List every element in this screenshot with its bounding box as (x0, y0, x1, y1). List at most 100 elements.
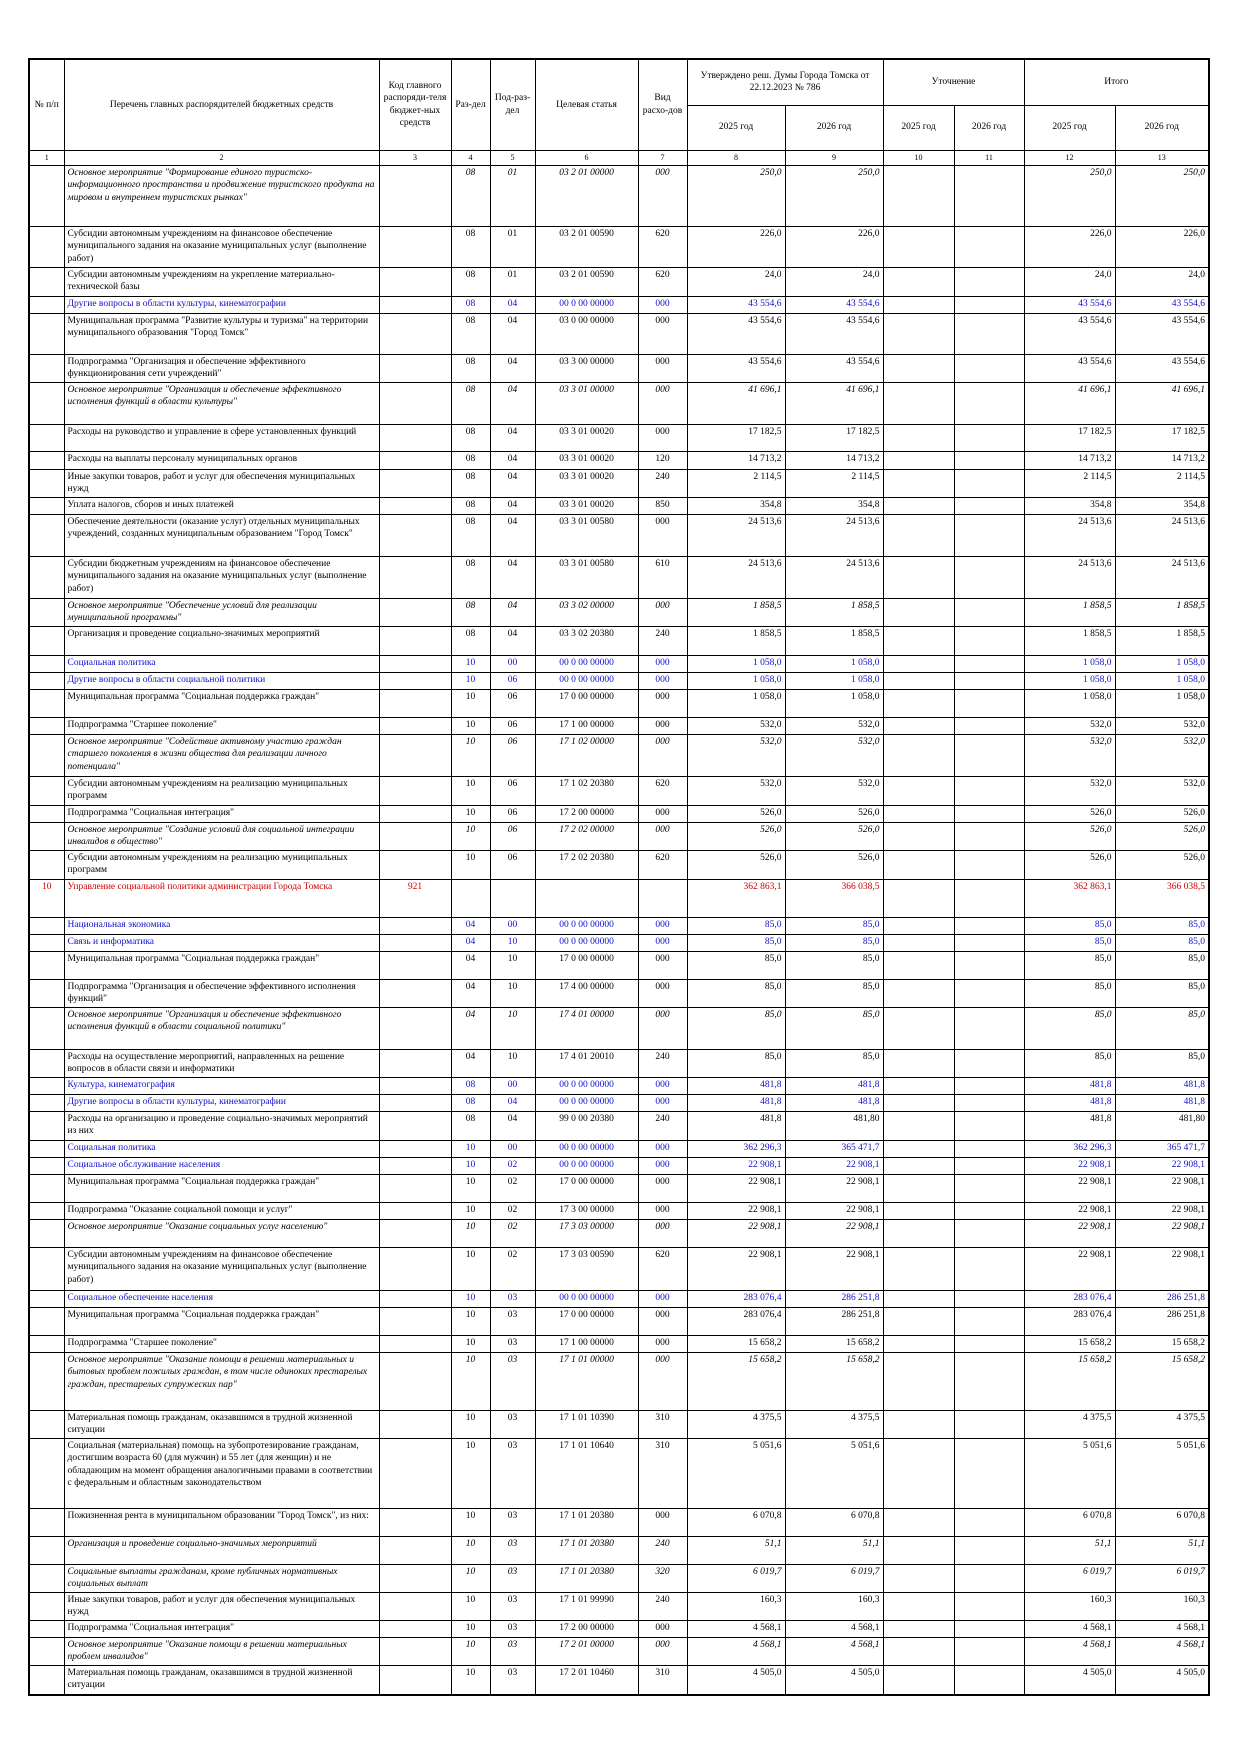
table-cell (28, 295, 65, 314)
table-cell: 240 (637, 1110, 688, 1141)
table-cell: 22 908,1 (686, 1173, 786, 1203)
table-cell: 17 0 00 00000 (534, 688, 639, 718)
table-cell: 526,0 (1023, 849, 1116, 880)
table-row: 10 Управление социальной политики админис… (28, 878, 1210, 918)
table-cell (378, 671, 452, 690)
table-row: Расходы на осуществление мероприятий, на… (28, 1048, 1210, 1078)
year-header: 2026 год (1114, 104, 1210, 151)
table-cell: 532,0 (1023, 775, 1116, 806)
table-cell: 22 908,1 (1023, 1246, 1116, 1291)
table-cell: 000 (637, 1289, 688, 1308)
table-cell: 04 (489, 312, 536, 355)
table-cell: 02 (489, 1156, 536, 1175)
table-cell (378, 496, 452, 515)
table-cell: 10 (450, 1334, 491, 1353)
table-cell: 22 908,1 (1023, 1218, 1116, 1248)
table-cell: 620 (637, 266, 688, 297)
table-cell: Подпрограмма "Организация и обеспечение … (63, 353, 380, 383)
table-cell: 04 (489, 1093, 536, 1112)
table-cell (882, 916, 955, 935)
table-cell: 03 3 01 00020 (534, 496, 639, 515)
table-cell: Обеспечение деятельности (оказание услуг… (63, 513, 380, 557)
table-cell: 22 908,1 (1114, 1201, 1210, 1220)
table-cell: 10 (450, 1619, 491, 1638)
column-header: Перечень главных распорядителей бюджетны… (63, 58, 380, 151)
table-cell: 15 658,2 (1023, 1351, 1116, 1411)
table-cell: Субсидии автономным учреждениям на укреп… (63, 266, 380, 297)
table-cell: 24 513,6 (1023, 555, 1116, 599)
table-cell: 4 505,0 (1023, 1664, 1116, 1696)
table-cell (882, 513, 955, 557)
table-cell: 226,0 (784, 225, 884, 268)
table-cell (953, 1636, 1025, 1666)
table-cell (953, 950, 1025, 980)
table-cell: 04 (489, 625, 536, 656)
table-cell: 10 (450, 1437, 491, 1509)
table-cell: Другие вопросы в области культуры, кинем… (63, 295, 380, 314)
table-cell (953, 1246, 1025, 1291)
table-cell (28, 1351, 65, 1411)
table-cell: 17 2 02 20380 (534, 849, 639, 880)
table-cell: 1 858,5 (686, 597, 786, 627)
table-cell: Муниципальная программа "Социальная подд… (63, 688, 380, 718)
table-cell: 85,0 (1114, 1006, 1210, 1050)
table-cell: 362 296,3 (686, 1139, 786, 1158)
table-cell: 15 658,2 (686, 1334, 786, 1353)
table-row: Основное мероприятие "Оказание помощи в … (28, 1636, 1210, 1666)
table-row: Связь и информатика 04 10 00 0 00 00000 000 8… (28, 933, 1210, 952)
table-cell: 85,0 (1114, 916, 1210, 935)
table-row: Иные закупки товаров, работ и услуг для … (28, 468, 1210, 498)
table-cell: 22 908,1 (784, 1246, 884, 1291)
table-cell: 362 863,1 (1023, 878, 1116, 918)
table-cell: 1 858,5 (1023, 625, 1116, 656)
table-cell: 10 (450, 1218, 491, 1248)
table-cell: 286 251,8 (784, 1306, 884, 1336)
table-row: Основное мероприятие "Организация и обес… (28, 1006, 1210, 1050)
table-cell: Расходы на руководство и управление в сф… (63, 423, 380, 452)
table-cell: 160,3 (784, 1591, 884, 1621)
table-cell (953, 597, 1025, 627)
table-cell: 85,0 (686, 916, 786, 935)
table-cell: 526,0 (1114, 849, 1210, 880)
table-cell: 000 (637, 381, 688, 425)
table-cell: 17 1 02 00000 (534, 733, 639, 777)
table-cell: 10 (450, 849, 491, 880)
table-cell: 4 568,1 (1023, 1619, 1116, 1638)
table-cell: 41 696,1 (686, 381, 786, 425)
table-cell: 2 114,5 (1114, 468, 1210, 498)
table-cell (882, 1591, 955, 1621)
table-cell (882, 804, 955, 823)
table-cell: 532,0 (1023, 716, 1116, 735)
table-cell: 04 (450, 1048, 491, 1078)
table-cell (953, 1218, 1025, 1248)
table-cell (953, 1093, 1025, 1112)
table-cell (882, 1110, 955, 1141)
table-row: Основное мероприятие "Организация и обес… (28, 381, 1210, 425)
table-cell: 1 858,5 (784, 625, 884, 656)
table-cell: 000 (637, 950, 688, 980)
table-cell: 366 038,5 (1114, 878, 1210, 918)
table-cell: 000 (637, 312, 688, 355)
table-cell: 286 251,8 (1114, 1289, 1210, 1308)
table-cell (882, 225, 955, 268)
table-cell: 620 (637, 849, 688, 880)
table-cell: 06 (489, 716, 536, 735)
table-cell (378, 1437, 452, 1509)
table-cell: 85,0 (784, 1048, 884, 1078)
table-cell: 85,0 (1023, 933, 1116, 952)
table-cell (637, 878, 688, 918)
table-cell: 4 375,5 (686, 1409, 786, 1439)
table-cell (378, 1351, 452, 1411)
table-cell: 160,3 (1114, 1591, 1210, 1621)
table-cell: 06 (489, 804, 536, 823)
table-cell (28, 775, 65, 806)
table-cell (953, 225, 1025, 268)
table-cell: Основное мероприятие "Оказание помощи в … (63, 1351, 380, 1411)
table-cell: Подпрограмма "Социальная интеграция" (63, 1619, 380, 1638)
table-cell: 85,0 (686, 950, 786, 980)
table-cell: 14 713,2 (686, 450, 786, 470)
table-cell (953, 1351, 1025, 1411)
table-cell: Расходы на осуществление мероприятий, на… (63, 1048, 380, 1078)
table-cell (378, 821, 452, 851)
table-cell: 01 (489, 164, 536, 227)
